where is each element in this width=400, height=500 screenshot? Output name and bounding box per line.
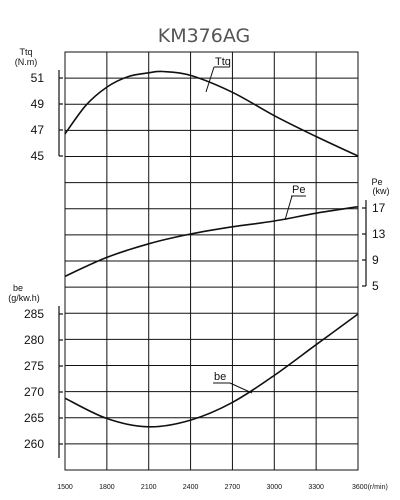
x-tick-label: 1500 (57, 484, 73, 491)
axes (58, 70, 367, 458)
series-line-pe (64, 205, 359, 278)
series-label-pe: Pe (292, 184, 305, 196)
series-line-ttq (64, 70, 359, 157)
bsfc-axis-label: be (13, 283, 23, 293)
tick-labels: 45 47 49 51 5 9 13 17 260 265 270 275 280 285 1500 1800… (24, 71, 388, 491)
ttq-label-leader (205, 66, 215, 93)
series-label-ttq: Ttq (215, 56, 231, 68)
bsfc-tick-label: 275 (24, 359, 44, 373)
power-tick-label: 17 (372, 201, 386, 215)
power-axis-label: Pe (371, 177, 382, 187)
bsfc-tick-label: 260 (24, 437, 44, 451)
x-tick-label: 3600(r/min) (352, 484, 388, 491)
series-label-be: be (214, 371, 226, 383)
curves (64, 70, 359, 428)
bsfc-tick-label: 280 (24, 333, 44, 347)
x-tick-label: 3000 (266, 484, 282, 491)
bsfc-tick-label: 265 (24, 411, 44, 425)
power-tick-label: 9 (372, 253, 379, 267)
torque-tick-label: 49 (31, 97, 45, 111)
be-label-leader (229, 382, 253, 394)
torque-tick-label: 47 (31, 123, 45, 137)
x-tick-label: 1800 (99, 484, 115, 491)
torque-axis-label: Ttq (19, 47, 32, 57)
torque-axis-unit: (N.m) (15, 57, 38, 67)
x-tick-label: 3300 (308, 484, 324, 491)
bsfc-tick-label: 270 (24, 385, 44, 399)
torque-tick-label: 45 (31, 149, 45, 163)
grid (64, 51, 359, 471)
x-tick-label: 2400 (183, 484, 199, 491)
power-tick-label: 13 (372, 227, 386, 241)
torque-tick-label: 51 (31, 71, 45, 85)
power-axis-unit: (kw) (373, 186, 390, 196)
power-tick-label: 5 (372, 279, 379, 293)
x-tick-label: 2100 (141, 484, 157, 491)
chart-title: KM376AG (158, 25, 251, 47)
bsfc-tick-label: 285 (24, 307, 44, 321)
pe-label-leader (284, 195, 293, 221)
x-tick-label: 2700 (225, 484, 241, 491)
bsfc-axis-unit: (g/kw.h) (8, 293, 40, 303)
series-line-be (64, 313, 359, 428)
